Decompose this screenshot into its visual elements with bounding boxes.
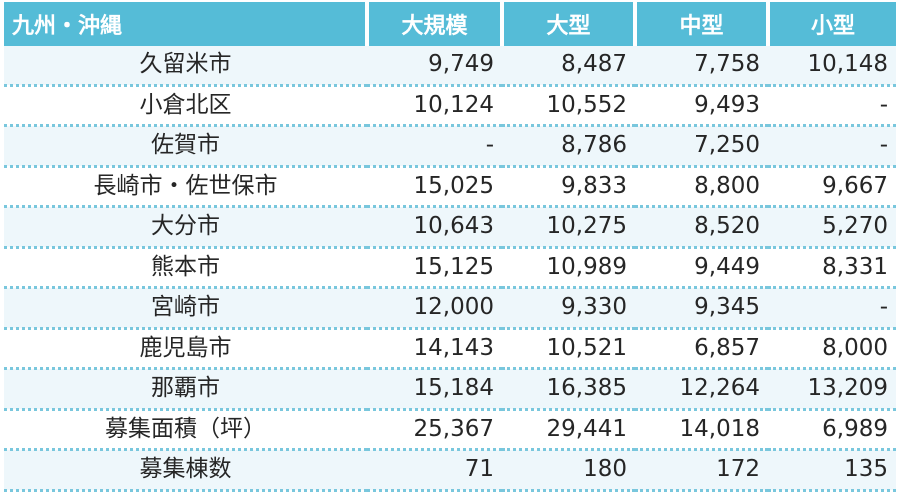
cell-value: 9,345 bbox=[635, 287, 768, 330]
cell-value: 180 bbox=[502, 449, 635, 492]
cell-value: 10,124 bbox=[367, 85, 502, 127]
cell-value: 9,493 bbox=[635, 85, 768, 127]
cell-value: 16,385 bbox=[502, 368, 635, 411]
cell-value: 10,275 bbox=[502, 206, 635, 249]
cell-value: 71 bbox=[367, 449, 502, 492]
cell-value: 15,025 bbox=[367, 166, 502, 208]
row-label: 長崎市・佐世保市 bbox=[4, 166, 367, 208]
header-region: 九州・沖縄 bbox=[4, 2, 369, 46]
cell-value: 12,264 bbox=[635, 368, 768, 411]
cell-value: - bbox=[768, 287, 896, 330]
cell-value: 10,148 bbox=[768, 46, 896, 87]
cell-value: 9,330 bbox=[502, 287, 635, 330]
cell-value: - bbox=[768, 125, 896, 168]
cell-value: 8,520 bbox=[635, 206, 768, 249]
cell-value: 7,758 bbox=[635, 46, 768, 87]
rent-table: 九州・沖縄 大規模 大型 中型 小型 久留米市 9,749 8,487 7,75… bbox=[4, 2, 896, 492]
row-label: 熊本市 bbox=[4, 247, 367, 289]
row-label: 宮崎市 bbox=[4, 287, 367, 330]
cell-value: 12,000 bbox=[367, 287, 502, 330]
cell-value: 14,143 bbox=[367, 328, 502, 370]
cell-value: 172 bbox=[635, 449, 768, 492]
cell-value: 8,331 bbox=[768, 247, 896, 289]
row-label: 鹿児島市 bbox=[4, 328, 367, 370]
table-row: 鹿児島市 14,143 10,521 6,857 8,000 bbox=[4, 328, 896, 370]
header-col-medium: 中型 bbox=[635, 2, 770, 46]
table-header: 九州・沖縄 大規模 大型 中型 小型 bbox=[4, 2, 896, 46]
cell-value: - bbox=[768, 85, 896, 127]
cell-value: 25,367 bbox=[367, 409, 502, 451]
cell-value: 15,125 bbox=[367, 247, 502, 289]
table-body: 久留米市 9,749 8,487 7,758 10,148 小倉北区 10,12… bbox=[4, 46, 896, 492]
cell-value: 6,989 bbox=[768, 409, 896, 451]
table-row: 那覇市 15,184 16,385 12,264 13,209 bbox=[4, 368, 896, 411]
cell-value: 15,184 bbox=[367, 368, 502, 411]
cell-value: 29,441 bbox=[502, 409, 635, 451]
header-col-large-scale: 大規模 bbox=[367, 2, 504, 46]
cell-value: 9,833 bbox=[502, 166, 635, 208]
header-row: 九州・沖縄 大規模 大型 中型 小型 bbox=[4, 2, 896, 46]
cell-value: - bbox=[367, 125, 502, 168]
cell-value: 13,209 bbox=[768, 368, 896, 411]
table-row: 小倉北区 10,124 10,552 9,493 - bbox=[4, 85, 896, 127]
table-row: 熊本市 15,125 10,989 9,449 8,331 bbox=[4, 247, 896, 289]
cell-value: 10,521 bbox=[502, 328, 635, 370]
row-label: 佐賀市 bbox=[4, 125, 367, 168]
cell-value: 8,786 bbox=[502, 125, 635, 168]
cell-value: 135 bbox=[768, 449, 896, 492]
cell-value: 10,643 bbox=[367, 206, 502, 249]
cell-value: 10,989 bbox=[502, 247, 635, 289]
cell-value: 9,749 bbox=[367, 46, 502, 87]
row-label: 那覇市 bbox=[4, 368, 367, 411]
table-row: 佐賀市 - 8,786 7,250 - bbox=[4, 125, 896, 168]
cell-value: 6,857 bbox=[635, 328, 768, 370]
table-row: 宮崎市 12,000 9,330 9,345 - bbox=[4, 287, 896, 330]
cell-value: 8,487 bbox=[502, 46, 635, 87]
cell-value: 8,800 bbox=[635, 166, 768, 208]
row-label: 小倉北区 bbox=[4, 85, 367, 127]
cell-value: 10,552 bbox=[502, 85, 635, 127]
table-row: 募集棟数 71 180 172 135 bbox=[4, 449, 896, 492]
row-label: 募集棟数 bbox=[4, 449, 367, 492]
table-row: 大分市 10,643 10,275 8,520 5,270 bbox=[4, 206, 896, 249]
header-col-large: 大型 bbox=[502, 2, 637, 46]
cell-value: 9,449 bbox=[635, 247, 768, 289]
cell-value: 9,667 bbox=[768, 166, 896, 208]
row-label: 募集面積（坪） bbox=[4, 409, 367, 451]
row-label: 久留米市 bbox=[4, 46, 367, 87]
cell-value: 8,000 bbox=[768, 328, 896, 370]
cell-value: 7,250 bbox=[635, 125, 768, 168]
table-row: 募集面積（坪） 25,367 29,441 14,018 6,989 bbox=[4, 409, 896, 451]
cell-value: 5,270 bbox=[768, 206, 896, 249]
cell-value: 14,018 bbox=[635, 409, 768, 451]
table-row: 長崎市・佐世保市 15,025 9,833 8,800 9,667 bbox=[4, 166, 896, 208]
row-label: 大分市 bbox=[4, 206, 367, 249]
header-col-small: 小型 bbox=[768, 2, 896, 46]
table-row: 久留米市 9,749 8,487 7,758 10,148 bbox=[4, 46, 896, 87]
